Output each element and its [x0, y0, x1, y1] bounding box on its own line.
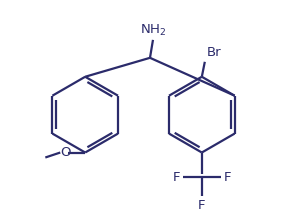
Text: Br: Br	[207, 46, 221, 59]
Text: F: F	[172, 171, 180, 184]
Text: O: O	[60, 146, 70, 159]
Text: F: F	[198, 199, 206, 212]
Text: NH$_2$: NH$_2$	[140, 23, 166, 38]
Text: F: F	[224, 171, 231, 184]
